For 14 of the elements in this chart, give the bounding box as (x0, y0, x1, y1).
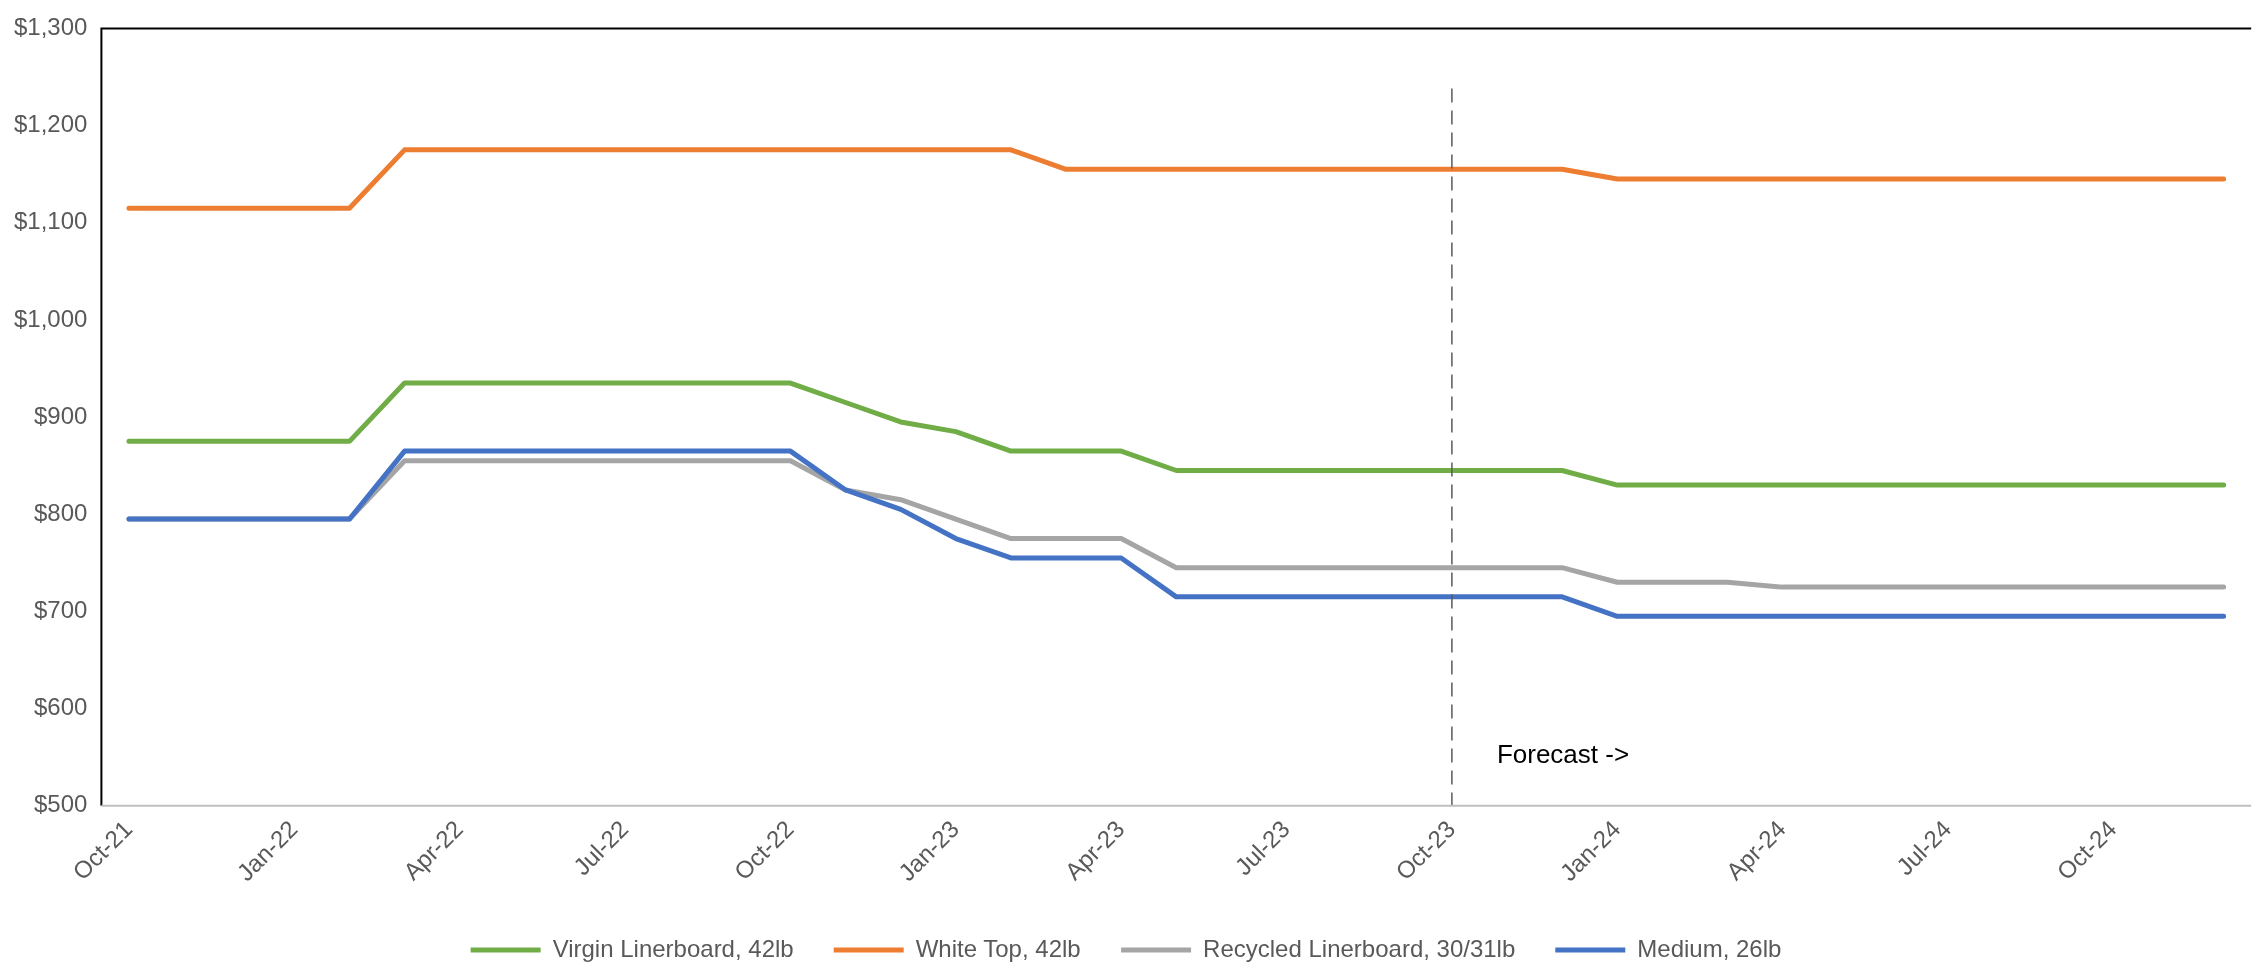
annotation: Forecast -> (1496, 738, 1630, 769)
y-tick-label: $1,300 (14, 13, 88, 41)
legend-label: Medium, 26lb (1637, 934, 1782, 962)
y-tick-label: $600 (34, 693, 88, 721)
legend-label: Recycled Linerboard, 30/31lb (1203, 934, 1516, 962)
y-tick-label: $800 (34, 498, 88, 526)
y-tick-label: $900 (34, 401, 88, 429)
legend-label: White Top, 42lb (915, 934, 1081, 962)
y-tick-label: $1,000 (14, 304, 88, 332)
y-tick-label: $700 (34, 596, 88, 624)
legend-label: Virgin Linerboard, 42lb (552, 934, 794, 962)
y-tick-label: $1,100 (14, 207, 88, 235)
y-tick-label: $1,200 (14, 110, 88, 138)
y-tick-label: $500 (34, 790, 88, 818)
